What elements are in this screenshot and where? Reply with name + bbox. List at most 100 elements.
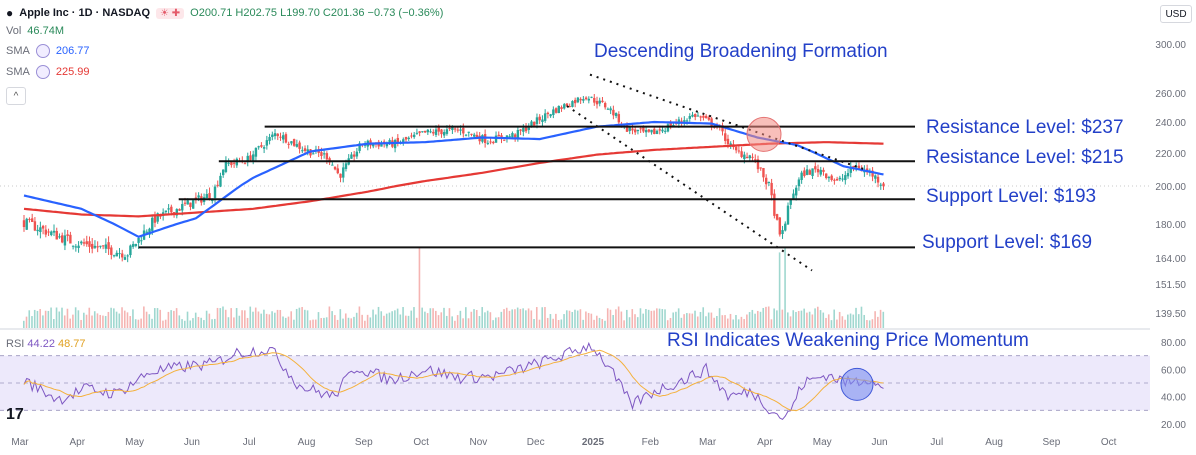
candle-body [175, 209, 178, 216]
volume-bar [868, 320, 871, 328]
volume-bar [814, 308, 816, 328]
candle-body [473, 134, 476, 137]
volume-bar [314, 319, 317, 328]
candle-body [685, 120, 689, 122]
candle-body [342, 167, 345, 178]
sma-settings-icon[interactable] [35, 44, 50, 58]
sma200-legend[interactable]: SMA 225.99 [6, 65, 90, 79]
volume-bar [63, 315, 66, 328]
volume-bar [372, 309, 374, 328]
currency-button[interactable]: USD [1160, 5, 1192, 23]
time-tick-label: Oct [1101, 437, 1117, 448]
candle-body [355, 151, 359, 157]
candle-body [808, 170, 812, 175]
sma-settings-icon[interactable] [35, 65, 50, 79]
volume-bar [238, 315, 241, 328]
volume-bar [123, 310, 126, 328]
volume-bar [200, 317, 202, 328]
candle-body [52, 230, 56, 233]
candle-body [246, 155, 249, 163]
volume-bar [658, 308, 661, 328]
volume-bar [560, 319, 563, 328]
volume-bar [309, 320, 312, 328]
price-tick-label: 200.00 [1155, 182, 1186, 193]
volume-bar [249, 306, 252, 328]
volume-bar [66, 308, 69, 328]
volume-bar [576, 310, 579, 328]
volume-bar [312, 319, 314, 328]
candle-body [423, 130, 427, 133]
candle-body [680, 120, 683, 122]
market-status-badge[interactable]: ☀ ✚ [156, 7, 185, 19]
candle-body [451, 127, 454, 131]
volume-bar [121, 307, 123, 328]
candle-body [584, 97, 588, 100]
candle-body [118, 253, 121, 255]
candle-body [224, 160, 228, 172]
candle-body [434, 129, 438, 135]
volume-bar [219, 308, 222, 328]
volume-bar [713, 317, 715, 328]
volume-bar [754, 313, 756, 328]
candle-body [273, 133, 277, 137]
candle-body [249, 155, 252, 161]
volume-bar [435, 310, 437, 328]
symbol-legend[interactable]: ● Apple Inc · 1D · NASDAQ ☀ ✚ O200.71 H2… [6, 6, 443, 20]
volume-bar [265, 313, 268, 328]
volume-bar [516, 307, 519, 328]
volume-bar [664, 309, 666, 328]
candle-body [655, 130, 659, 134]
candle-body [814, 166, 817, 170]
volume-bar [263, 309, 265, 328]
rsi-legend[interactable]: RSI 44.22 48.77 [6, 338, 86, 350]
candle-body [669, 122, 672, 128]
candle-body [825, 173, 828, 178]
volume-bar [186, 311, 189, 328]
sma50-line [23, 120, 884, 238]
candle-body [61, 235, 64, 243]
candle-body [164, 210, 168, 213]
candle-body [778, 217, 782, 235]
volume-bar [486, 310, 489, 328]
candle-body [759, 167, 762, 169]
volume-bar [167, 311, 170, 328]
volume-bar [489, 312, 492, 328]
volume-bar [385, 313, 388, 328]
sma50-legend[interactable]: SMA 206.77 [6, 44, 90, 58]
candle-body [131, 244, 135, 247]
candle-body [41, 225, 45, 229]
candle-body [445, 129, 449, 134]
candle-body [603, 102, 607, 108]
candle-body [456, 129, 460, 131]
candle-body [800, 172, 803, 180]
tradingview-logo[interactable]: 17 [6, 406, 24, 423]
candle-body [276, 133, 279, 137]
time-tick-label: Oct [413, 437, 429, 448]
collapse-legend-button[interactable]: ^ [6, 87, 26, 105]
candle-body [260, 145, 263, 147]
candle-body [410, 135, 413, 137]
volume-bar [855, 307, 857, 328]
volume-bar [208, 313, 211, 328]
candle-body [792, 193, 795, 199]
volume-legend[interactable]: Vol 46.74M [6, 25, 64, 37]
candle-body [557, 106, 560, 114]
volume-bar [287, 316, 290, 328]
volume-bar [405, 315, 407, 328]
candle-body [331, 164, 334, 166]
volume-bar [290, 311, 292, 328]
volume-bar [203, 320, 205, 328]
volume-bar [454, 320, 456, 328]
volume-bar [874, 311, 876, 328]
candle-body [339, 173, 342, 178]
sma200-value: 225.99 [55, 66, 90, 78]
volume-bar [819, 310, 822, 328]
volume-bar [495, 317, 497, 328]
time-tick-label: Mar [699, 437, 717, 448]
candle-body [554, 108, 558, 113]
volume-bar [233, 317, 235, 328]
volume-bar [151, 318, 153, 328]
volume-bar [391, 311, 393, 328]
candle-body [385, 143, 389, 147]
volume-bar [50, 307, 52, 328]
